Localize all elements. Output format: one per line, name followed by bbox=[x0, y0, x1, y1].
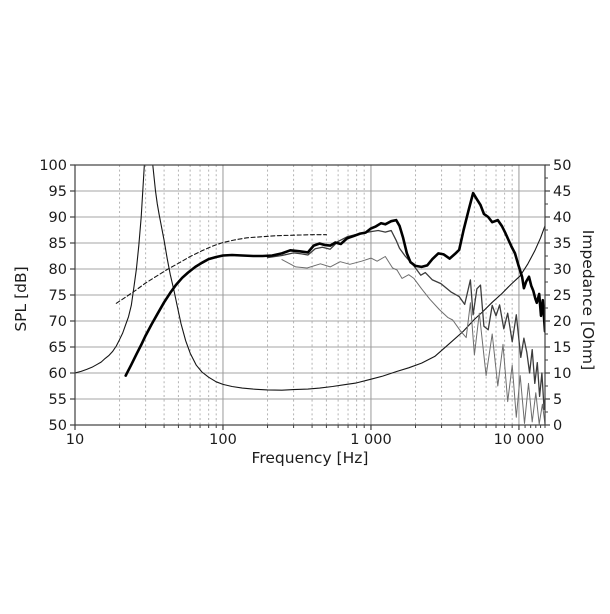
y-left-tick-label: 95 bbox=[49, 184, 67, 200]
x-tick-label: 10 bbox=[66, 432, 84, 448]
y-left-tick-label: 80 bbox=[49, 262, 67, 278]
y-right-tick-label: 50 bbox=[553, 158, 571, 174]
y-right-axis-title: Impedance [Ohm] bbox=[579, 230, 597, 370]
y-left-tick-label: 100 bbox=[39, 158, 67, 174]
y-right-tick-label: 15 bbox=[553, 340, 571, 356]
gridlines bbox=[75, 165, 545, 425]
y-left-tick-label: 65 bbox=[49, 340, 67, 356]
y-left-axis-title: SPL [dB] bbox=[12, 266, 30, 331]
axes-frame bbox=[70, 164, 550, 430]
y-right-tick-label: 25 bbox=[553, 288, 571, 304]
y-left-tick-label: 75 bbox=[49, 288, 67, 304]
y-right-tick-label: 20 bbox=[553, 314, 571, 330]
y-right-tick-label: 40 bbox=[553, 210, 571, 226]
y-right-tick-label: 0 bbox=[553, 418, 562, 434]
y-right-tick-label: 30 bbox=[553, 262, 571, 278]
x-axis-title: Frequency [Hz] bbox=[252, 449, 369, 467]
y-left-tick-label: 55 bbox=[49, 392, 67, 408]
y-left-tick-label: 85 bbox=[49, 236, 67, 252]
curve-spl-30deg bbox=[266, 229, 545, 411]
x-tick-label: 1 000 bbox=[350, 432, 392, 448]
curves bbox=[75, 165, 545, 425]
y-left-tick-label: 70 bbox=[49, 314, 67, 330]
curve-spl-60deg bbox=[281, 256, 545, 425]
curve-spl-0deg bbox=[124, 191, 545, 377]
y-right-tick-label: 10 bbox=[553, 366, 571, 382]
x-tick-label: 100 bbox=[209, 432, 237, 448]
x-tick-label: 10 000 bbox=[494, 432, 545, 448]
y-left-tick-label: 60 bbox=[49, 366, 67, 382]
y-right-tick-label: 5 bbox=[553, 392, 562, 408]
curve-spl-halfspace-calculated bbox=[115, 234, 327, 304]
y-right-tick-label: 45 bbox=[553, 184, 571, 200]
y-left-tick-label: 50 bbox=[49, 418, 67, 434]
curve-impedance bbox=[75, 165, 545, 391]
tick-labels: 50 55 60 65 70 75 80 85 90 95 100 0 5 10 15 20 25 30 35 40 4… bbox=[39, 158, 571, 448]
y-right-tick-label: 35 bbox=[553, 236, 571, 252]
y-left-tick-label: 90 bbox=[49, 210, 67, 226]
